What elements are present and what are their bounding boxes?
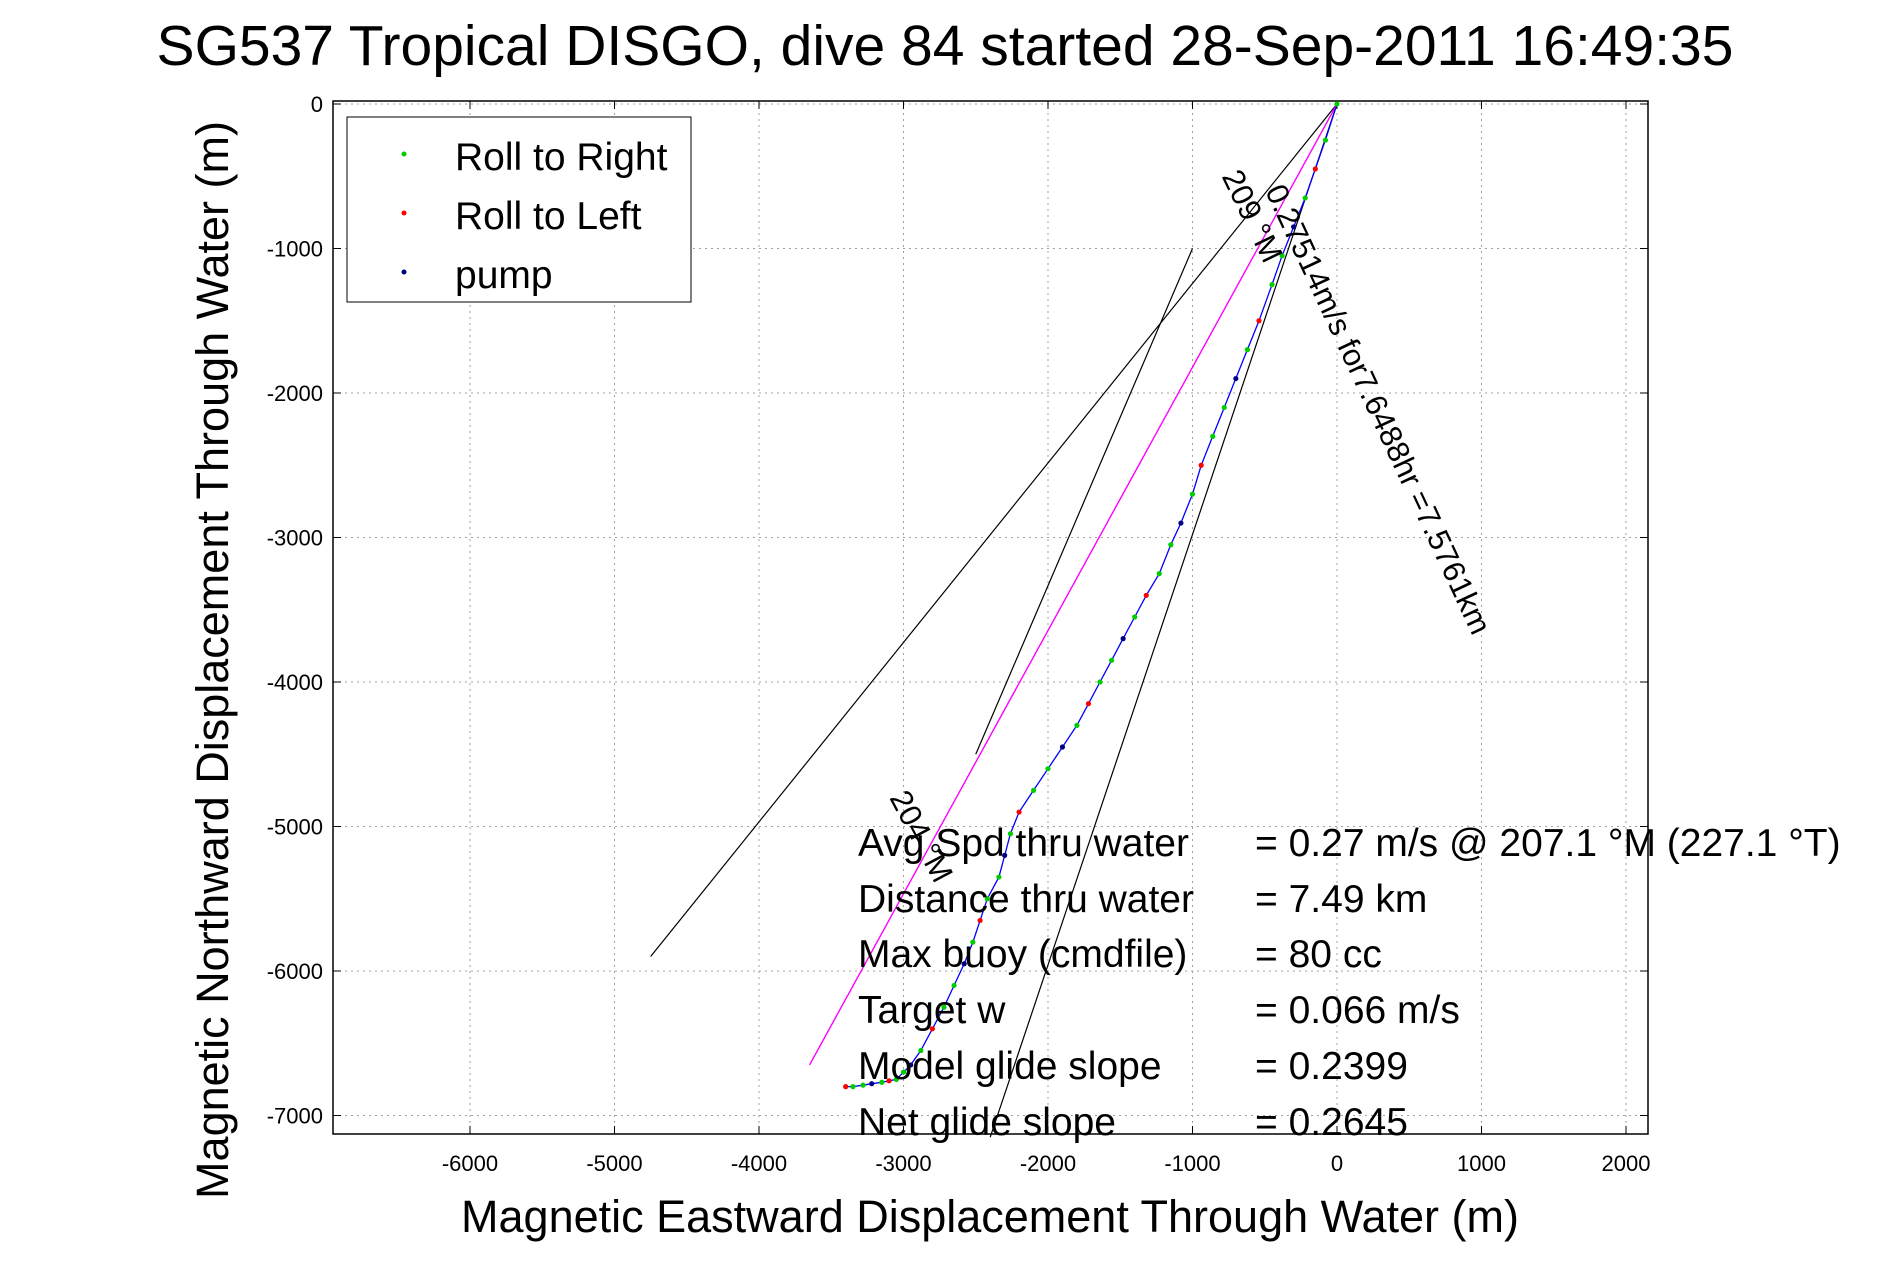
stat-value-max-buoy: = 80 cc [1255, 933, 1382, 976]
track-point [1269, 282, 1275, 288]
y-tick-label: 0 [311, 92, 323, 117]
stat-value-model-glide: = 0.2399 [1255, 1045, 1408, 1088]
track-point [970, 939, 976, 945]
track-point [1085, 701, 1092, 707]
stats-block: Avg Spd thru water = 0.27 m/s @ 207.1 °M… [858, 822, 1841, 1144]
track-point [1178, 520, 1184, 526]
track-point [918, 1047, 924, 1054]
track-point [996, 874, 1002, 880]
legend-marker-pump [401, 269, 407, 275]
x-tick-label: -4000 [731, 1151, 787, 1176]
track-point [1302, 195, 1308, 201]
track-point [1198, 462, 1204, 468]
track-point [951, 982, 957, 989]
grid-lines [333, 101, 1648, 1134]
track-point [886, 1078, 892, 1084]
track-point [908, 1062, 914, 1068]
y-tick-label: -1000 [267, 237, 323, 262]
x-tick-label: -6000 [442, 1151, 498, 1176]
cone-lines [650, 103, 1338, 1138]
legend: Roll to Right Roll to Left pump [346, 116, 692, 303]
track-point [961, 961, 967, 967]
track-point [1279, 253, 1285, 259]
stat-value-target-w: = 0.066 m/s [1255, 989, 1460, 1032]
y-tick-label: -5000 [267, 815, 323, 840]
stat-label-net-glide: Net glide slope [858, 1101, 1116, 1144]
track-point [1156, 571, 1162, 577]
track-point [843, 1084, 849, 1090]
chart-title: SG537 Tropical DISGO, dive 84 started 28… [157, 14, 1734, 78]
x-tick-label: -5000 [586, 1151, 642, 1176]
track-point [1120, 636, 1126, 642]
track-point [929, 1026, 936, 1032]
stat-value-distance: = 7.49 km [1255, 878, 1427, 921]
legend-label-roll-left: Roll to Left [455, 195, 642, 238]
track-point [984, 896, 990, 902]
y-tick-label: -3000 [267, 526, 323, 551]
y-tick-label: -2000 [267, 381, 323, 406]
track-point [1291, 224, 1297, 230]
track-point [900, 1069, 907, 1075]
track-point [879, 1079, 885, 1085]
stat-label-max-buoy: Max buoy (cmdfile) [858, 933, 1187, 976]
x-tick-label: -1000 [1164, 1151, 1220, 1176]
track-point [1210, 433, 1216, 439]
stat-label-distance: Distance thru water [858, 878, 1194, 921]
cone-line [989, 103, 1338, 1138]
x-axis-label: Magnetic Eastward Displacement Through W… [461, 1191, 1519, 1242]
track-point [1002, 852, 1008, 859]
track-point [977, 917, 983, 924]
track-point [1059, 744, 1066, 750]
track-point [1168, 542, 1174, 548]
x-tick-label: 1000 [1457, 1151, 1506, 1176]
track-point [1256, 318, 1262, 324]
track-point [1322, 137, 1329, 143]
legend-label-pump: pump [455, 254, 553, 297]
track-point [1244, 347, 1251, 353]
stat-label-target-w: Target w [858, 989, 1006, 1032]
y-axis-ticks: 0 -1000 -2000 -3000 -4000 -5000 -6000 -7000 [267, 92, 1648, 1129]
x-tick-label: -2000 [1020, 1151, 1076, 1176]
track-point [860, 1082, 866, 1088]
track-point [1221, 404, 1227, 411]
track-point [941, 1004, 947, 1010]
y-tick-label: -7000 [267, 1104, 323, 1129]
legend-label-roll-right: Roll to Right [455, 136, 668, 179]
x-tick-label: -3000 [875, 1151, 931, 1176]
x-tick-label: 2000 [1602, 1151, 1651, 1176]
track-point [1045, 766, 1051, 772]
stat-label-model-glide: Model glide slope [858, 1045, 1162, 1088]
track-point [1233, 375, 1239, 382]
x-axis-ticks: -6000 -5000 -4000 -3000 -2000 -1000 0 1000 2000 [442, 101, 1651, 1176]
marker-layer [843, 101, 1340, 1090]
track-point [1108, 657, 1115, 663]
stat-value-net-glide: = 0.2645 [1255, 1101, 1408, 1144]
track-point [850, 1084, 856, 1090]
legend-marker-roll-left [401, 210, 407, 216]
y-tick-label: -6000 [267, 959, 323, 984]
track-point [1334, 101, 1340, 107]
track-point [1097, 679, 1103, 685]
cone-line [650, 103, 1338, 957]
y-axis-label: Magnetic Northward Displacement Through … [187, 121, 238, 1199]
legend-marker-roll-right [401, 151, 407, 157]
cone-line [975, 248, 1194, 755]
track-point [1074, 722, 1080, 728]
track-point [1030, 787, 1037, 793]
magenta-line-layer [808, 103, 1338, 1066]
track-point [1132, 614, 1138, 620]
track-point [1312, 166, 1318, 172]
track-point [1143, 592, 1149, 598]
track-point [1007, 831, 1014, 837]
stat-value-avg-speed: = 0.27 m/s @ 207.1 °M (227.1 °T) [1255, 822, 1841, 865]
track-point [1016, 809, 1022, 815]
x-tick-label: 0 [1331, 1151, 1343, 1176]
track-point [869, 1081, 875, 1087]
average-heading-line [808, 103, 1338, 1066]
track-point [1189, 491, 1196, 497]
track-point [893, 1076, 899, 1082]
y-tick-label: -4000 [267, 670, 323, 695]
stat-label-avg-speed: Avg Spd thru water [858, 822, 1189, 865]
